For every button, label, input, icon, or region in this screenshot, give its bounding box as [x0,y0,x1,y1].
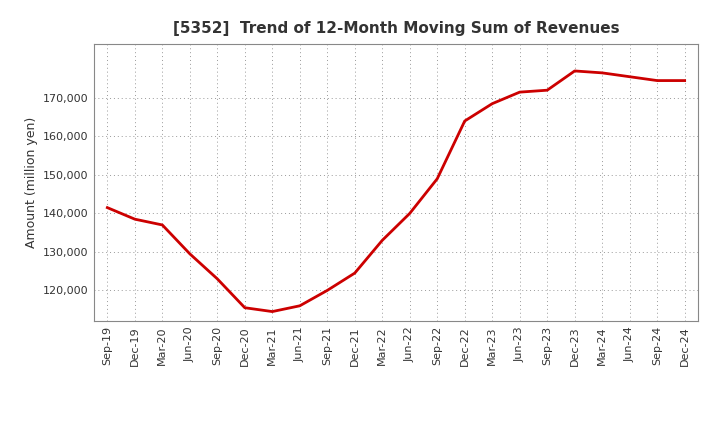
Title: [5352]  Trend of 12-Month Moving Sum of Revenues: [5352] Trend of 12-Month Moving Sum of R… [173,21,619,36]
Y-axis label: Amount (million yen): Amount (million yen) [24,117,37,248]
